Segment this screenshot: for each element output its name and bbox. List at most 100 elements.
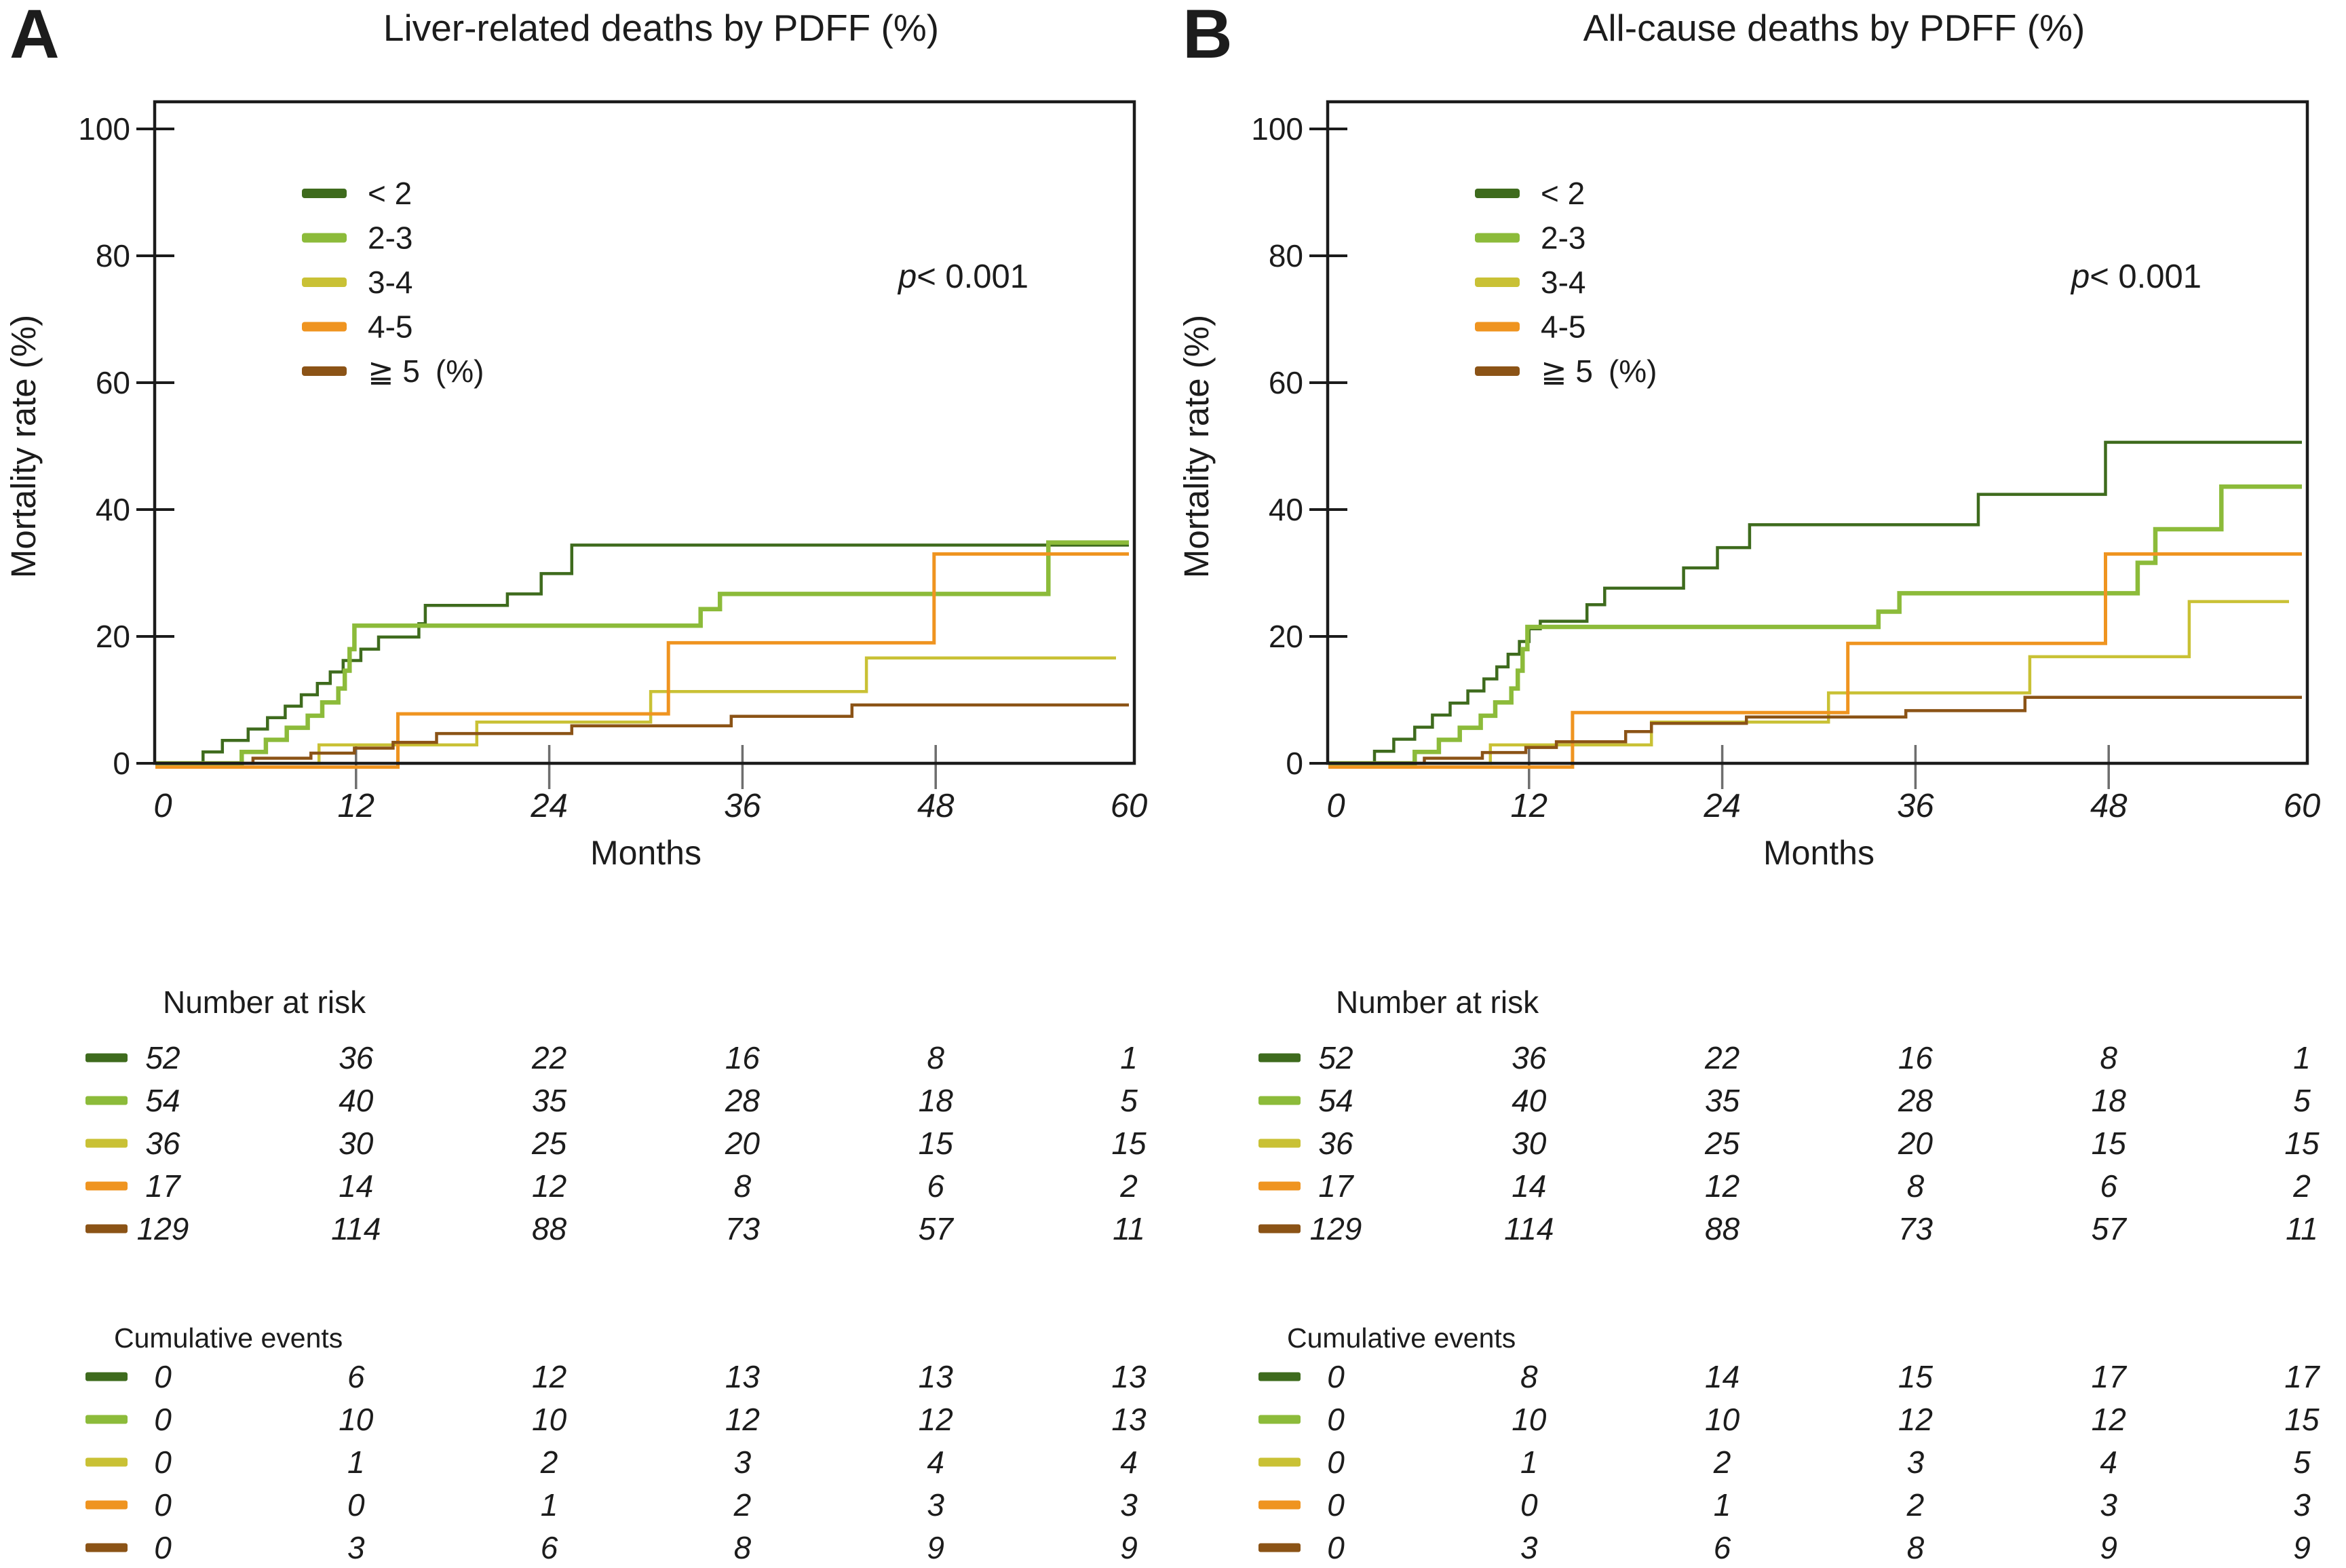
table-cell: 10 bbox=[339, 1402, 374, 1437]
legend-label: 4-5 bbox=[368, 309, 412, 345]
legend-label: 3-4 bbox=[368, 265, 412, 300]
legend-swatch bbox=[302, 233, 347, 243]
table-cell: 57 bbox=[919, 1211, 955, 1246]
table-cell: 4 bbox=[927, 1445, 944, 1480]
number-at-risk-header: Number at risk bbox=[1336, 984, 1539, 1020]
table-cell: 36 bbox=[1318, 1126, 1353, 1161]
table-cell: 3 bbox=[2100, 1487, 2117, 1523]
row-color-swatch bbox=[85, 1053, 128, 1063]
table-cell: 3 bbox=[927, 1487, 944, 1523]
x-tick-label: 0 bbox=[153, 788, 172, 824]
panel-title: Liver-related deaths by PDFF (%) bbox=[383, 7, 940, 49]
cumulative-events-row: 0 10 10 12 12 13 bbox=[85, 1402, 1147, 1437]
row-color-swatch bbox=[85, 1543, 128, 1552]
table-cell: 40 bbox=[339, 1083, 374, 1118]
row-color-swatch bbox=[85, 1181, 128, 1191]
table-cell: 2 bbox=[733, 1487, 752, 1523]
table-cell: 3 bbox=[1120, 1487, 1138, 1523]
cumulative-events-row: 0 10 10 12 12 15 bbox=[1258, 1402, 2320, 1437]
table-cell: 52 bbox=[145, 1040, 180, 1075]
row-color-swatch bbox=[1258, 1543, 1301, 1552]
row-color-swatch bbox=[1258, 1053, 1301, 1063]
table-cell: 35 bbox=[532, 1083, 567, 1118]
table-cell: 13 bbox=[919, 1359, 954, 1394]
table-cell: 12 bbox=[725, 1402, 760, 1437]
table-cell: 2 bbox=[1119, 1168, 1138, 1204]
table-cell: 114 bbox=[331, 1211, 381, 1246]
table-cell: 3 bbox=[1907, 1445, 1925, 1480]
km-curve bbox=[155, 540, 1129, 766]
table-cell: 8 bbox=[1907, 1168, 1925, 1204]
x-tick-label: 0 bbox=[1326, 788, 1345, 824]
row-color-swatch bbox=[1258, 1372, 1301, 1381]
table-cell: 57 bbox=[2092, 1211, 2128, 1246]
table-cell: 22 bbox=[1704, 1040, 1739, 1075]
x-tick-label: 48 bbox=[917, 788, 955, 824]
cumulative-events-row: 0 0 1 2 3 3 bbox=[85, 1487, 1138, 1523]
table-cell: 1 bbox=[1120, 1040, 1138, 1075]
row-color-swatch bbox=[1258, 1139, 1301, 1148]
y-tick-label: 100 bbox=[78, 111, 130, 147]
table-cell: 9 bbox=[2293, 1530, 2311, 1565]
table-cell: 36 bbox=[145, 1126, 180, 1161]
cumulative-events-row: 0 6 12 13 13 13 bbox=[85, 1359, 1147, 1394]
table-cell: 13 bbox=[1111, 1359, 1147, 1394]
table-cell: 8 bbox=[734, 1530, 752, 1565]
y-tick-label: 80 bbox=[96, 238, 130, 273]
row-color-swatch bbox=[1258, 1500, 1301, 1510]
table-cell: 0 bbox=[154, 1530, 172, 1565]
x-tick-label: 12 bbox=[338, 788, 375, 824]
plot-border bbox=[1326, 100, 2309, 765]
cumulative-events-row: 0 1 2 3 4 5 bbox=[1258, 1445, 2311, 1480]
table-cell: 1 bbox=[1714, 1487, 1731, 1523]
plot-border bbox=[153, 100, 1136, 765]
table-cell: 6 bbox=[2100, 1168, 2117, 1204]
km-curve bbox=[155, 543, 1129, 765]
row-color-swatch bbox=[85, 1500, 128, 1510]
table-cell: 36 bbox=[339, 1040, 374, 1075]
table-cell: 17 bbox=[2284, 1359, 2320, 1394]
number-at-risk-header: Number at risk bbox=[163, 984, 366, 1020]
table-cell: 0 bbox=[1327, 1530, 1345, 1565]
table-cell: 1 bbox=[347, 1445, 365, 1480]
legend-label: ≧ 5 (%) bbox=[368, 353, 484, 389]
panel-title: All-cause deaths by PDFF (%) bbox=[1583, 7, 2085, 49]
table-cell: 12 bbox=[1898, 1402, 1933, 1437]
km-curve bbox=[1328, 440, 2302, 765]
table-cell: 0 bbox=[1327, 1359, 1345, 1394]
y-axis-title: Mortality rate (%) bbox=[1177, 315, 1216, 578]
table-cell: 22 bbox=[531, 1040, 566, 1075]
table-cell: 12 bbox=[532, 1359, 566, 1394]
row-color-swatch bbox=[1258, 1224, 1301, 1234]
number-at-risk-row: 17 14 12 8 6 2 bbox=[85, 1168, 1138, 1204]
table-cell: 10 bbox=[1512, 1402, 1547, 1437]
number-at-risk-row: 52 36 22 16 8 1 bbox=[1258, 1040, 2311, 1075]
table-cell: 0 bbox=[1327, 1445, 1345, 1480]
table-cell: 6 bbox=[1714, 1530, 1731, 1565]
number-at-risk-row: 54 40 35 28 18 5 bbox=[85, 1083, 1138, 1118]
table-cell: 25 bbox=[531, 1126, 567, 1161]
table-cell: 30 bbox=[339, 1126, 374, 1161]
number-at-risk-row: 52 36 22 16 8 1 bbox=[85, 1040, 1138, 1075]
table-cell: 0 bbox=[347, 1487, 365, 1523]
table-cell: 6 bbox=[541, 1530, 558, 1565]
table-cell: 11 bbox=[2286, 1211, 2318, 1246]
legend-swatch bbox=[302, 322, 347, 332]
legend-swatch bbox=[302, 278, 347, 287]
cumulative-events-row: 0 8 14 15 17 17 bbox=[1258, 1359, 2320, 1394]
table-cell: 30 bbox=[1512, 1126, 1547, 1161]
y-tick-label: 100 bbox=[1251, 111, 1303, 147]
table-cell: 6 bbox=[927, 1168, 944, 1204]
table-cell: 5 bbox=[2293, 1083, 2311, 1118]
table-cell: 17 bbox=[2092, 1359, 2128, 1394]
table-cell: 8 bbox=[1907, 1530, 1925, 1565]
legend-label: 2-3 bbox=[1541, 221, 1585, 256]
table-cell: 52 bbox=[1318, 1040, 1353, 1075]
table-cell: 13 bbox=[725, 1359, 761, 1394]
table-cell: 6 bbox=[347, 1359, 365, 1394]
panel-all-cause-deaths: B All-cause deaths by PDFF (%) 0 20 40 60 80… bbox=[1173, 0, 2346, 1568]
table-cell: 54 bbox=[145, 1083, 180, 1118]
table-cell: 2 bbox=[1906, 1487, 1925, 1523]
row-color-swatch bbox=[85, 1457, 128, 1467]
table-cell: 5 bbox=[1120, 1083, 1138, 1118]
